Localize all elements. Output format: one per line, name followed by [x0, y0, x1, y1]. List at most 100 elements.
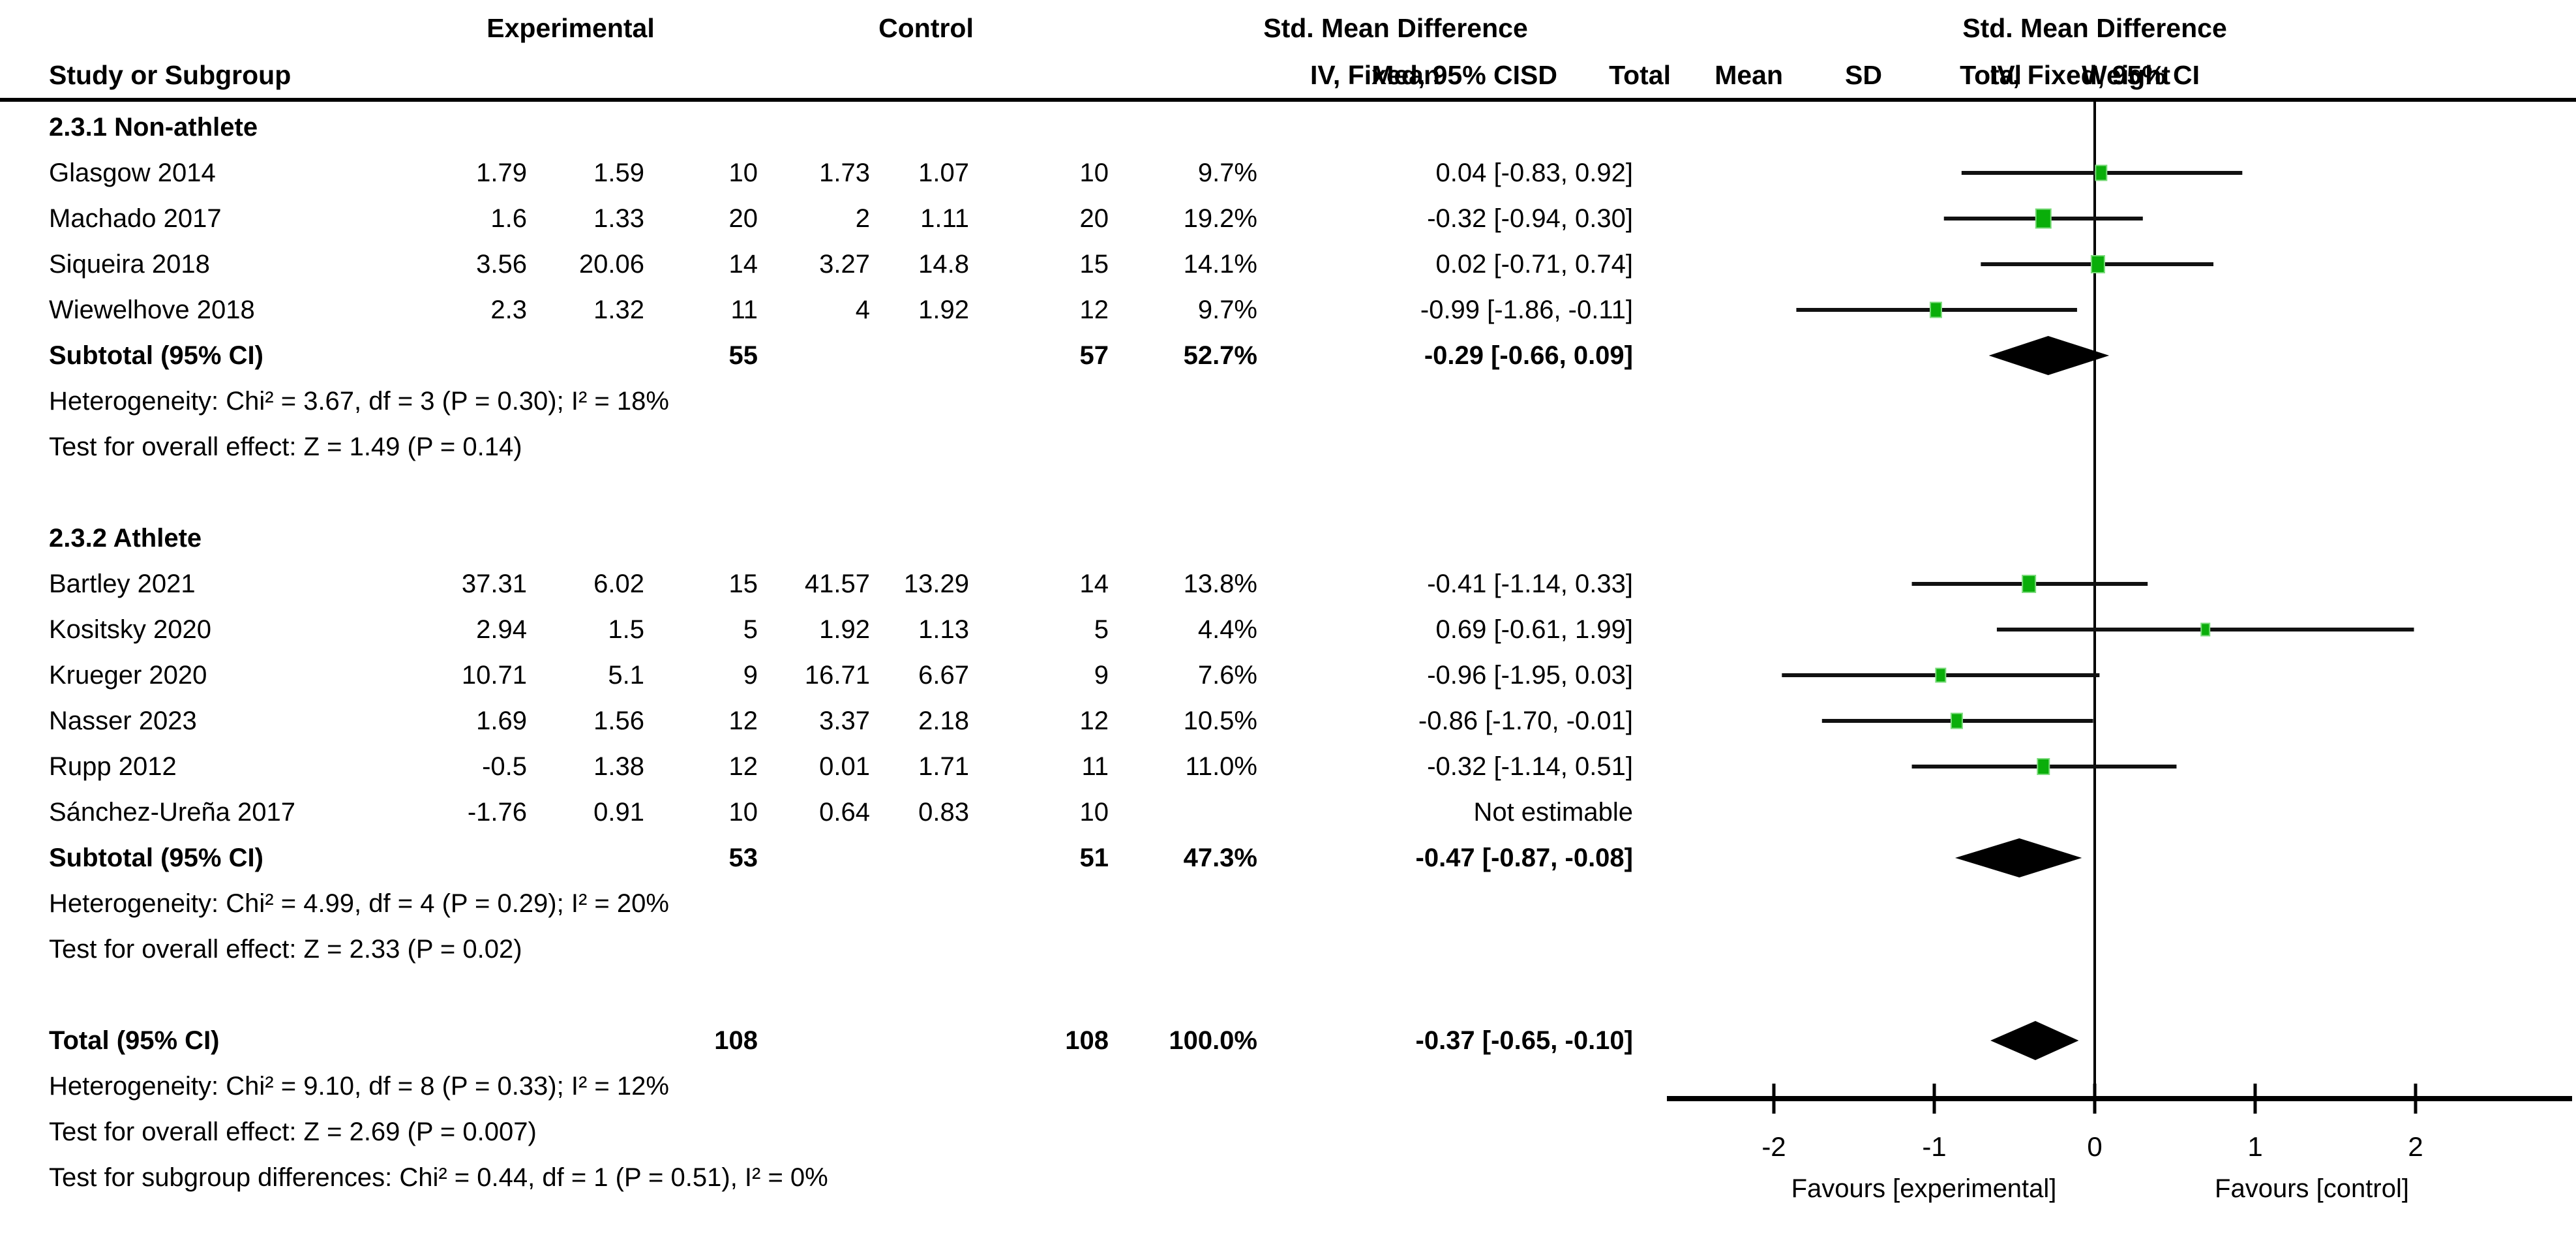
ci-text: 0.69 [-0.61, 1.99] — [1435, 615, 1633, 644]
overall-effect-note: Test for overall effect: Z = 1.49 (P = 0… — [49, 433, 522, 461]
ci-text: -0.32 [-1.14, 0.51] — [1427, 752, 1633, 781]
ctrl-mean: 1.92 — [819, 615, 870, 644]
exp-mean: 3.56 — [476, 250, 527, 279]
heterogeneity-note: Heterogeneity: Chi² = 9.10, df = 8 (P = … — [49, 1072, 669, 1101]
overall-effect-note: Test for overall effect: Z = 2.33 (P = 0… — [49, 935, 522, 964]
ci-text: -0.47 [-0.87, -0.08] — [1415, 844, 1634, 872]
study-name: Glasgow 2014 — [49, 159, 216, 187]
table-row: Sánchez-Ureña 2017 -1.76 0.91 10 0.64 0.83 10 N… — [0, 789, 1663, 835]
heterogeneity-note: Heterogeneity: Chi² = 3.67, df = 3 (P = … — [49, 387, 669, 416]
col-ctrl-total: Total — [1960, 60, 2022, 90]
exp-total: 20 — [728, 204, 758, 233]
study-name: Siqueira 2018 — [49, 250, 210, 279]
ctrl-total: 10 — [1079, 798, 1109, 827]
ctrl-total: 10 — [1079, 159, 1109, 187]
table-row: Wiewelhove 2018 2.3 1.32 11 4 1.92 12 9.7% -0.99… — [0, 287, 1663, 333]
blank-row — [0, 470, 1663, 515]
effect-square — [1929, 301, 1942, 318]
favours-left-label: Favours [experimental] — [1791, 1174, 2057, 1203]
weight: 14.1% — [1183, 250, 1257, 279]
exp-mean: 1.79 — [476, 159, 527, 187]
ctrl-sd: 14.8 — [918, 250, 969, 279]
ctrl-mean: 16.71 — [804, 661, 870, 690]
ctrl-total: 20 — [1079, 204, 1109, 233]
ctrl-total: 14 — [1079, 570, 1109, 598]
study-name: Bartley 2021 — [49, 570, 196, 598]
exp-sd: 1.38 — [593, 752, 644, 781]
note-row: Test for overall effect: Z = 1.49 (P = 0… — [0, 424, 1663, 470]
study-name: Rupp 2012 — [49, 752, 177, 781]
ci-text: -0.96 [-1.95, 0.03] — [1427, 661, 1633, 690]
weight: 52.7% — [1183, 341, 1257, 370]
subgroup-label: 2.3.1 Non-athlete — [49, 113, 258, 142]
blank-row — [0, 972, 1663, 1018]
note-row: Heterogeneity: Chi² = 9.10, df = 8 (P = … — [0, 1063, 1663, 1109]
ctrl-sd: 6.67 — [918, 661, 969, 690]
col-method-left: IV, Fixed, 95% CI — [1310, 60, 1521, 90]
ctrl-sd: 1.11 — [920, 204, 969, 233]
note-row: Test for overall effect: Z = 2.33 (P = 0… — [0, 926, 1663, 972]
ctrl-total: 11 — [1081, 752, 1109, 781]
weight: 10.5% — [1183, 707, 1257, 735]
axis-tick-label: 0 — [2087, 1131, 2102, 1162]
weight: 11.0% — [1185, 752, 1257, 781]
exp-sd: 0.91 — [593, 798, 644, 827]
exp-mean: -1.76 — [467, 798, 527, 827]
note-row: Test for overall effect: Z = 2.69 (P = 0… — [0, 1109, 1663, 1155]
exp-mean: -0.5 — [482, 752, 527, 781]
pooled-diamond — [1990, 1021, 2079, 1060]
ctrl-mean: 4 — [855, 296, 870, 324]
ctrl-sd: 1.07 — [918, 159, 969, 187]
header-rule — [0, 98, 2576, 102]
exp-total: 10 — [728, 798, 758, 827]
effect-square — [1935, 667, 1947, 683]
effect-square — [2022, 575, 2037, 593]
ci-text: -0.86 [-1.70, -0.01] — [1418, 707, 1633, 735]
ctrl-mean: 41.57 — [804, 570, 870, 598]
effect-square — [2035, 208, 2052, 229]
exp-total: 5 — [743, 615, 758, 644]
heterogeneity-note: Heterogeneity: Chi² = 4.99, df = 4 (P = … — [49, 889, 669, 918]
label-row: 2.3.2 Athlete — [0, 515, 1663, 561]
study-name: Krueger 2020 — [49, 661, 207, 690]
ci-text: 0.02 [-0.71, 0.74] — [1435, 250, 1633, 279]
exp-total: 10 — [728, 159, 758, 187]
ci-text: -0.37 [-0.65, -0.10] — [1415, 1026, 1634, 1055]
exp-sd: 1.59 — [593, 159, 644, 187]
exp-mean: 2.94 — [476, 615, 527, 644]
ctrl-total: 5 — [1094, 615, 1109, 644]
table-row: Glasgow 2014 1.79 1.59 10 1.73 1.07 10 9.7% 0.04… — [0, 150, 1663, 196]
note-row: Test for subgroup differences: Chi² = 0.… — [0, 1155, 1663, 1200]
exp-mean: 1.6 — [490, 204, 527, 233]
ctrl-sd: 2.18 — [918, 707, 969, 735]
effect-square — [2200, 622, 2211, 637]
exp-sd: 1.5 — [608, 615, 644, 644]
ctrl-total: 108 — [1065, 1026, 1109, 1055]
label-row: 2.3.1 Non-athlete — [0, 104, 1663, 150]
axis-tick-label: -1 — [1922, 1131, 1946, 1162]
exp-total: 53 — [728, 844, 758, 872]
ctrl-sd: 0.83 — [918, 798, 969, 827]
pooled-label: Subtotal (95% CI) — [49, 844, 263, 872]
pooled-diamond — [1954, 838, 2082, 877]
col-ctrl-mean: Mean — [1715, 60, 1783, 90]
study-table: 2.3.1 Non-athlete Glasgow 2014 1.79 1.59 10 1… — [0, 104, 1663, 1200]
weight: 47.3% — [1183, 844, 1257, 872]
col-effect-left: Std. Mean Difference — [1263, 13, 1528, 43]
exp-total: 12 — [728, 752, 758, 781]
study-name: Wiewelhove 2018 — [49, 296, 255, 324]
exp-mean: 10.71 — [461, 661, 527, 690]
ctrl-mean: 1.73 — [819, 159, 870, 187]
effect-square — [2095, 164, 2108, 181]
ctrl-total: 15 — [1079, 250, 1109, 279]
effect-square — [2037, 758, 2050, 775]
exp-sd: 1.33 — [593, 204, 644, 233]
exp-total: 108 — [714, 1026, 758, 1055]
exp-sd: 6.02 — [593, 570, 644, 598]
subgroup-label: 2.3.2 Athlete — [49, 524, 202, 553]
weight: 9.7% — [1197, 159, 1257, 187]
ctrl-total: 12 — [1079, 296, 1109, 324]
table-row: Rupp 2012 -0.5 1.38 12 0.01 1.71 11 11.0% -0.32 … — [0, 744, 1663, 789]
exp-mean: 37.31 — [461, 570, 527, 598]
